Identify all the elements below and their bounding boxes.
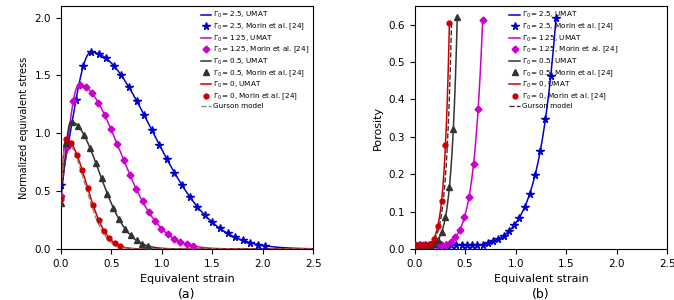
- Y-axis label: Normalized equivalent stress: Normalized equivalent stress: [19, 56, 29, 199]
- Text: (a): (a): [179, 288, 195, 300]
- Y-axis label: Porosity: Porosity: [373, 105, 383, 150]
- Text: (b): (b): [532, 288, 550, 300]
- X-axis label: Equivalent strain: Equivalent strain: [140, 274, 235, 284]
- X-axis label: Equivalent strain: Equivalent strain: [493, 274, 588, 284]
- Legend: $\Gamma_0 = 2.5$, UMAT, $\Gamma_0 = 2.5$, Morin et al. [24], $\Gamma_0 = 1.25$, : $\Gamma_0 = 2.5$, UMAT, $\Gamma_0 = 2.5$…: [507, 7, 621, 112]
- Legend: $\Gamma_0 = 2.5$, UMAT, $\Gamma_0 = 2.5$, Morin et al. [24], $\Gamma_0 = 1.25$, : $\Gamma_0 = 2.5$, UMAT, $\Gamma_0 = 2.5$…: [198, 7, 312, 112]
